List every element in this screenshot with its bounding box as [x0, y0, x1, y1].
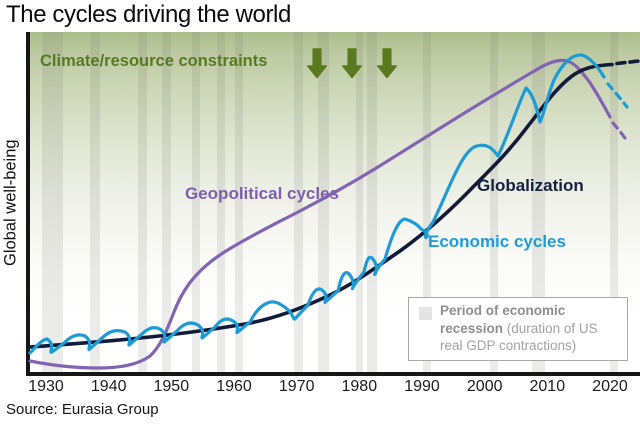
recession-band-1981-82	[367, 32, 377, 373]
x-tick-1970: 1970	[278, 378, 315, 395]
legend-text-normal: (duration of US real GDP contractions)	[440, 320, 598, 354]
page-title: The cycles driving the world	[6, 1, 291, 28]
down-arrow-icon-2	[342, 48, 362, 79]
globalization-label: Globalization	[477, 176, 584, 195]
curve-geopolitical-cycles-projection	[611, 121, 629, 143]
curve-globalization-projection	[615, 59, 640, 66]
x-tick-2000: 2000	[466, 378, 503, 395]
x-tick-1980: 1980	[341, 378, 378, 395]
legend-text-bold: Period of economic recession	[440, 303, 566, 336]
legend-text: Period of economic recession (duration o…	[440, 302, 620, 355]
x-axis-line	[26, 372, 640, 376]
recession-band-1929-33	[42, 32, 63, 373]
x-tick-1990: 1990	[404, 378, 440, 395]
curve-economic-cycles-projection	[606, 82, 629, 109]
x-tick-2010: 2010	[529, 378, 566, 395]
x-tick-1940: 1940	[90, 378, 127, 395]
source-attribution: Source: Eurasia Group	[6, 401, 159, 418]
geopolitical-cycles-label: Geopolitical cycles	[185, 184, 340, 203]
x-tick-2020: 2020	[592, 378, 628, 395]
x-axis-tick-labels: 1930 1940 1950 1960 1970 1980 1990 2000 2010 2020	[0, 378, 640, 398]
climate-constraints-label: Climate/resource constraints	[40, 52, 268, 70]
recession-band-1973-75	[318, 32, 329, 373]
recession-band-1990-91	[423, 32, 431, 373]
recession-band-1953-54	[192, 32, 200, 373]
legend-box: Period of economic recession (duration o…	[408, 297, 628, 361]
recession-band-1960-61	[235, 32, 243, 373]
recession-band-swatch	[419, 307, 432, 320]
y-axis-line	[26, 32, 30, 376]
recession-band-1945	[138, 32, 147, 373]
recession-band-2020	[610, 32, 618, 373]
down-arrow-icon-1	[307, 48, 327, 79]
recession-band-1969-70	[294, 32, 303, 373]
recession-band-1957-58	[217, 32, 225, 373]
recession-band-1948-49	[162, 32, 171, 373]
recession-band-1937-38	[90, 32, 100, 373]
x-tick-1960: 1960	[216, 378, 252, 395]
recession-band-1980	[356, 32, 363, 373]
x-tick-1950: 1950	[153, 378, 190, 395]
curve-economic-cycles	[28, 53, 606, 355]
recession-band-2001	[490, 32, 498, 373]
x-tick-1930: 1930	[28, 378, 64, 395]
economic-cycles-label: Economic cycles	[428, 232, 566, 251]
down-arrow-icon-3	[377, 48, 397, 79]
